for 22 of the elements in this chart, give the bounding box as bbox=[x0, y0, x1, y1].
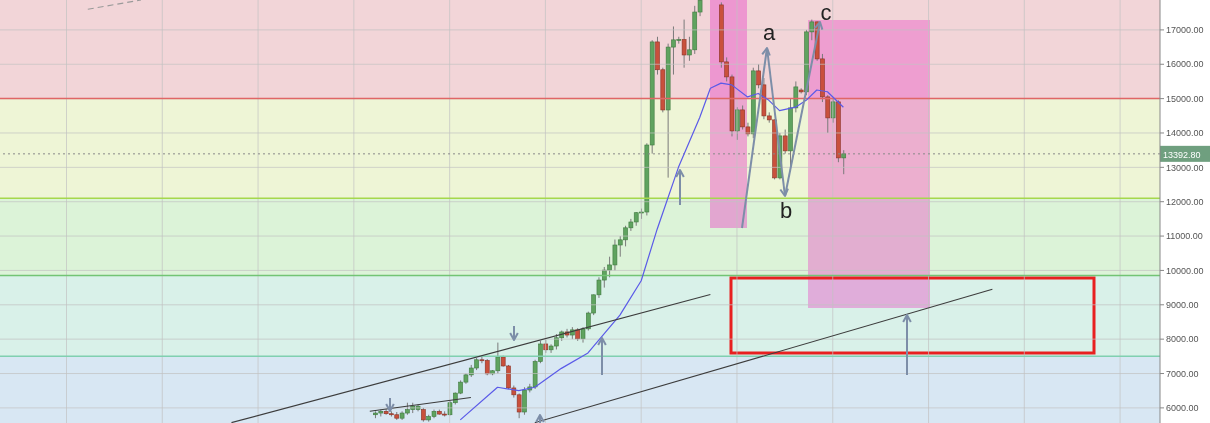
candlestick bbox=[756, 63, 761, 89]
y-tick-label: 14000.00 bbox=[1166, 128, 1204, 139]
y-tick-label: 12000.00 bbox=[1166, 196, 1204, 207]
candlestick bbox=[681, 19, 687, 69]
line-series bbox=[459, 82, 844, 421]
y-tick-label: 10000.00 bbox=[1166, 265, 1204, 276]
y-tick-label: 8000.00 bbox=[1166, 334, 1199, 345]
y-tick-label: 9000.00 bbox=[1166, 299, 1199, 310]
y-tick-label: 13000.00 bbox=[1166, 162, 1204, 173]
y-tick-label: 6000.00 bbox=[1166, 403, 1199, 414]
y-tick-label: 11000.00 bbox=[1166, 231, 1203, 242]
y-tick-label: 17000.00 bbox=[1166, 25, 1204, 36]
ref-line-label: 13392.80 bbox=[1163, 149, 1201, 160]
y-tick-label: 16000.00 bbox=[1166, 59, 1204, 70]
candlestick bbox=[841, 149, 847, 175]
annotation: a bbox=[762, 20, 776, 45]
annotation: b bbox=[779, 198, 793, 223]
y-tick-label: 7000.00 bbox=[1166, 368, 1199, 379]
annotation: c bbox=[820, 0, 832, 25]
candlestick bbox=[782, 129, 788, 155]
y-tick-label: 15000.00 bbox=[1166, 93, 1204, 104]
candlestick bbox=[830, 98, 836, 124]
